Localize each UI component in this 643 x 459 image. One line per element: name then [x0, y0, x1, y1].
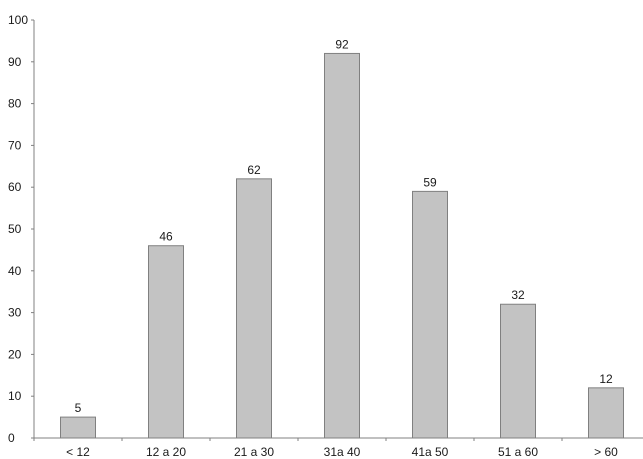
- y-tick-label: 90: [8, 55, 22, 69]
- y-tick-label: 10: [8, 389, 22, 403]
- y-tick-label: 80: [8, 97, 22, 111]
- bar: [60, 416, 96, 439]
- data-label: 46: [159, 230, 173, 244]
- y-tick-label: 40: [8, 264, 22, 278]
- data-label: 59: [423, 175, 437, 189]
- category-label: < 12: [66, 445, 90, 459]
- y-tick-label: 20: [8, 347, 22, 361]
- bar: [412, 190, 448, 439]
- category-labels-group: < 12 12 a 20 21 a 30 31a 40 41a 50 51 a 60 > 6…: [33, 438, 618, 459]
- data-label: 92: [335, 37, 349, 51]
- bar: [148, 245, 184, 439]
- data-label: 5: [75, 401, 82, 415]
- y-tick-label: 60: [8, 180, 22, 194]
- bar: [588, 387, 624, 439]
- bars-group: [60, 52, 624, 439]
- y-tick-label: 70: [8, 138, 22, 152]
- bar: [500, 303, 536, 439]
- data-label: 32: [511, 288, 525, 302]
- bar: [324, 52, 360, 439]
- category-label: > 60: [594, 445, 618, 459]
- category-label: 31a 40: [324, 445, 361, 459]
- data-label: 62: [247, 163, 261, 177]
- y-tick-label: 100: [8, 13, 28, 27]
- y-tick-label: 0: [8, 431, 15, 445]
- data-labels-group: 5 46 62 92 59 32 12: [75, 37, 613, 415]
- category-label: 21 a 30: [234, 445, 274, 459]
- y-tick-label: 50: [8, 222, 22, 236]
- bar: [236, 178, 272, 439]
- category-label: 12 a 20: [146, 445, 186, 459]
- y-tick-label: 30: [8, 306, 22, 320]
- data-label: 12: [599, 372, 613, 386]
- category-label: 51 a 60: [498, 445, 538, 459]
- category-label: 41a 50: [412, 445, 449, 459]
- y-axis-ticks: 0 10 20 30 40 50 60 70 80 90 100: [8, 13, 34, 445]
